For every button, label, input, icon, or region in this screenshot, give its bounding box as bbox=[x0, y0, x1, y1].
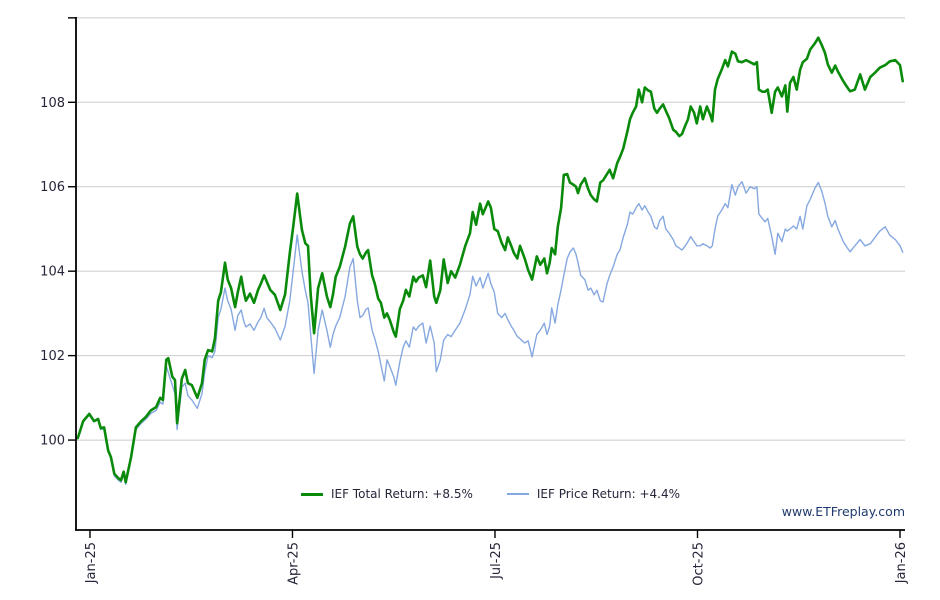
x-tick-label-Oct-25: Oct-25 bbox=[691, 542, 706, 586]
x-tick-label-Jan-26: Jan-26 bbox=[894, 542, 909, 584]
total-return-legend-label: IEF Total Return: +8.5% bbox=[330, 487, 473, 501]
etfreplay-watermark: www.ETFreplay.com bbox=[781, 504, 905, 519]
legend-item-price-return: IEF Price Return: +4.4% bbox=[506, 487, 681, 501]
series-lines bbox=[76, 36, 905, 486]
price-return-legend-label: IEF Price Return: +4.4% bbox=[536, 487, 681, 501]
axis-tick-labels: 100 102 104 106 108 Jan-25 Apr-25 Jul-25 Oct-25 J… bbox=[40, 96, 909, 586]
legend-item-total-return: IEF Total Return: +8.5% bbox=[300, 487, 473, 501]
ief-total-return-line bbox=[76, 36, 905, 484]
y-tick-label-102: 102 bbox=[40, 349, 65, 364]
axis-ticks bbox=[68, 17, 901, 538]
y-tick-label-106: 106 bbox=[40, 180, 65, 195]
chart-legend: IEF Total Return: +8.5% IEF Price Return… bbox=[76, 486, 905, 502]
x-tick-label-Apr-25: Apr-25 bbox=[286, 542, 301, 585]
ief-price-return-line bbox=[77, 180, 904, 486]
gridlines bbox=[76, 17, 905, 441]
y-tick-label-100: 100 bbox=[40, 434, 65, 449]
x-tick-label-Jan-25: Jan-25 bbox=[84, 542, 99, 584]
x-tick-label-Jul-25: Jul-25 bbox=[489, 542, 504, 580]
y-tick-label-108: 108 bbox=[40, 96, 65, 111]
price-return-line-swatch bbox=[506, 493, 529, 495]
y-tick-label-104: 104 bbox=[40, 265, 65, 280]
total-return-line-swatch bbox=[300, 492, 323, 496]
